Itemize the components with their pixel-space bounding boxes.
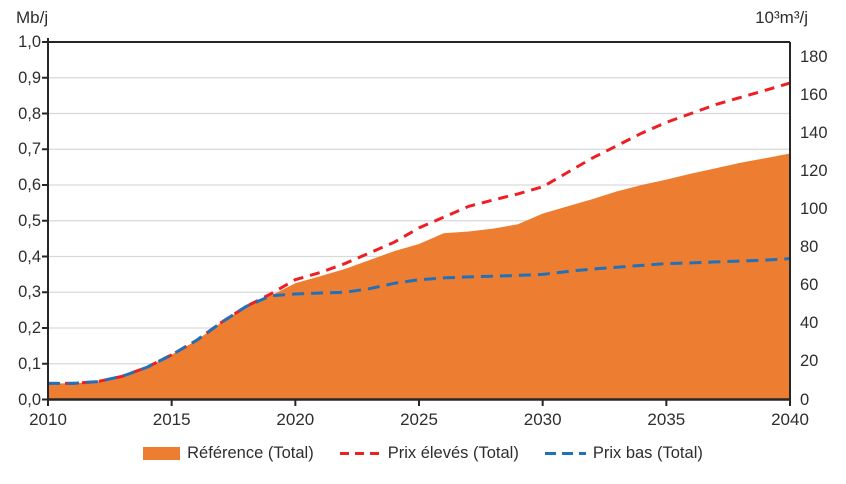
right-axis-tick-label: 120 xyxy=(800,162,828,181)
left-axis-tick-label: 1,0 xyxy=(18,33,41,51)
legend-label-prix-eleves: Prix élevés (Total) xyxy=(387,444,519,462)
left-axis-tick-label: 0,7 xyxy=(18,140,41,159)
right-axis-tick-label: 140 xyxy=(800,124,828,143)
x-axis-tick-label: 2010 xyxy=(29,410,67,429)
x-axis-tick-label: 2030 xyxy=(523,410,562,429)
x-axis-tick-label: 2040 xyxy=(771,410,809,429)
legend-item-reference: Référence (Total) xyxy=(143,444,314,463)
left-axis-tick-label: 0,2 xyxy=(18,319,41,337)
plot-area xyxy=(42,38,791,406)
legend-label-reference: Référence (Total) xyxy=(187,444,314,462)
right-axis-tick-label: 60 xyxy=(800,276,819,295)
x-axis-tick-label: 2020 xyxy=(276,410,315,429)
red-dashed-line-swatch-icon xyxy=(339,452,381,455)
legend: Référence (Total) Prix élevés (Total) Pr… xyxy=(0,444,846,463)
area-swatch-icon xyxy=(143,447,181,460)
left-axis-tick-label: 0,4 xyxy=(18,247,41,266)
left-axis-tick-label: 0,0 xyxy=(18,390,41,409)
left-axis-tick-label: 0,5 xyxy=(18,211,41,230)
right-axis-tick-label: 0 xyxy=(800,390,810,409)
right-axis-tick-label: 20 xyxy=(800,352,819,371)
right-axis-tick-label: 180 xyxy=(800,48,828,67)
left-axis-tick-label: 0,9 xyxy=(18,68,41,87)
blue-dashed-line-swatch-icon xyxy=(544,452,586,455)
left-axis-tick-label: 0,8 xyxy=(18,104,41,123)
x-axis-tick-label: 2015 xyxy=(152,410,191,429)
line-series-prix-eleves xyxy=(48,81,791,385)
right-axis-title: 10³m³/j xyxy=(755,8,808,27)
area-series-reference xyxy=(48,153,790,400)
legend-label-prix-bas: Prix bas (Total) xyxy=(592,444,703,462)
left-axis-tick-label: 0,6 xyxy=(18,176,41,194)
legend-item-prix-bas: Prix bas (Total) xyxy=(544,444,703,463)
left-axis-tick-label: 0,3 xyxy=(18,283,41,302)
right-axis-tick-label: 80 xyxy=(800,238,819,257)
right-axis-tick-label: 100 xyxy=(800,200,828,219)
left-axis-title: Mb/j xyxy=(16,8,49,27)
legend-item-prix-eleves: Prix élevés (Total) xyxy=(339,444,519,463)
x-axis-tick-label: 2035 xyxy=(647,410,686,429)
x-axis-tick-label: 2025 xyxy=(400,410,438,429)
right-axis-tick-label: 40 xyxy=(800,314,819,333)
left-axis-tick-label: 0,1 xyxy=(18,354,41,373)
right-axis-tick-label: 160 xyxy=(800,86,828,105)
